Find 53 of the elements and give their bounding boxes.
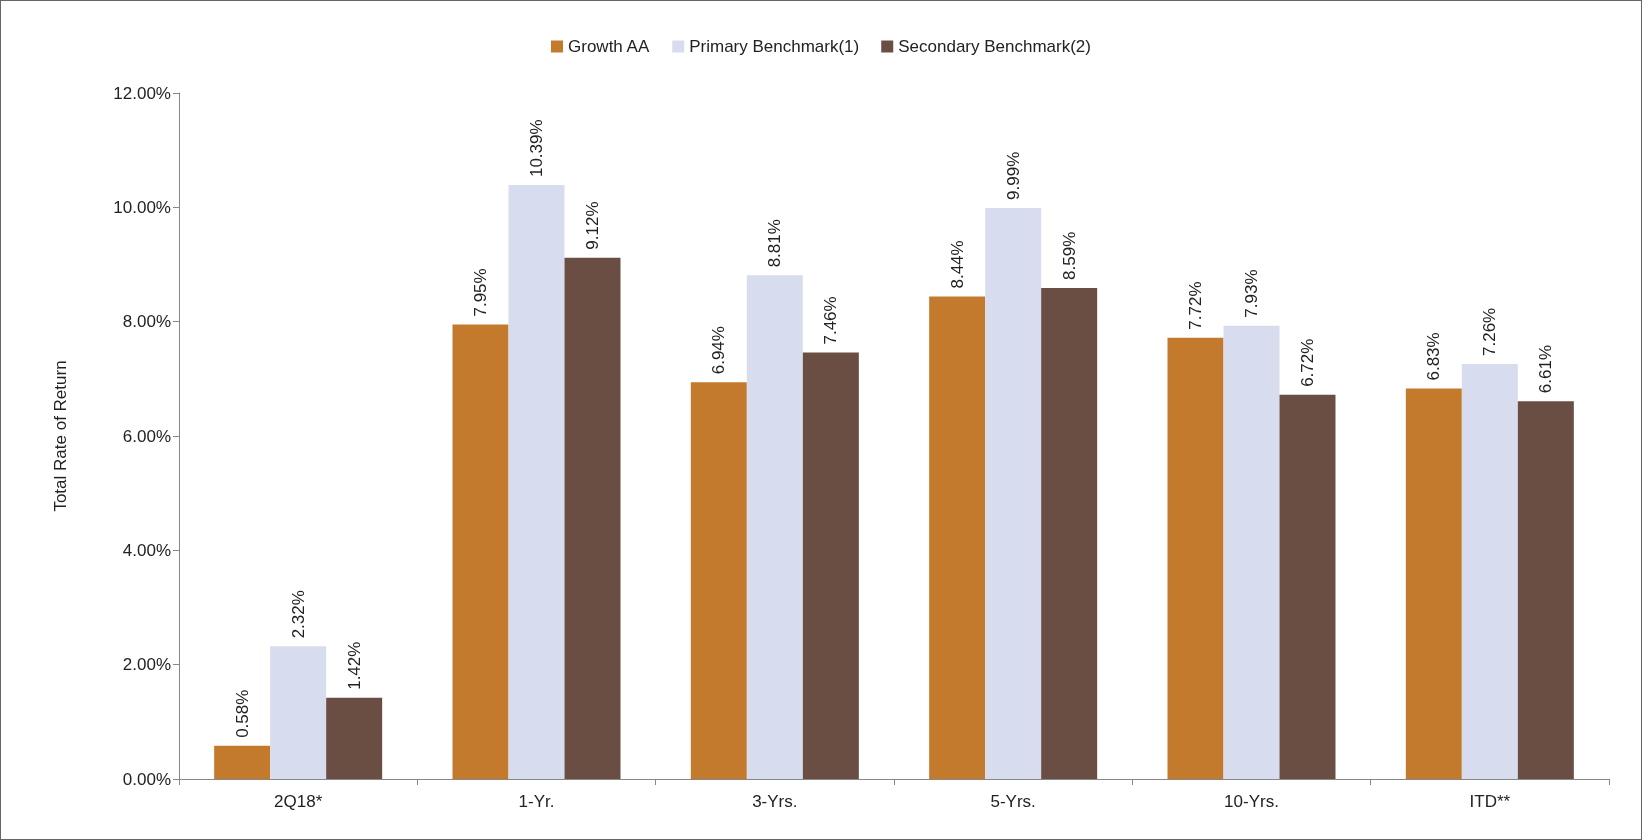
bar — [1461, 363, 1518, 779]
x-tick-label: 1-Yr. — [518, 792, 555, 811]
legend-label: Primary Benchmark(1) — [689, 37, 860, 56]
data-label: 7.95% — [471, 268, 490, 317]
legend-label: Secondary Benchmark(2) — [898, 37, 1091, 56]
data-label: 8.81% — [765, 219, 785, 268]
data-label: 9.99% — [1003, 151, 1023, 200]
data-label: 8.44% — [947, 240, 967, 289]
y-tick-label: 8.00% — [122, 312, 171, 332]
data-label: 7.93% — [1242, 269, 1261, 318]
bar — [985, 207, 1042, 779]
legend-label: Growth AA — [568, 37, 650, 56]
data-label: 1.42% — [344, 641, 364, 690]
x-tick-label: 2Q18* — [274, 792, 323, 811]
y-axis-title: Total Rate of Return — [51, 360, 70, 512]
bar — [508, 185, 565, 779]
bar — [746, 275, 803, 779]
y-tick-label: 6.00% — [122, 426, 171, 446]
data-label: 10.39% — [527, 119, 546, 178]
data-label: 6.61% — [1536, 344, 1556, 394]
bar — [1041, 287, 1098, 779]
data-label: 6.94% — [709, 326, 729, 375]
x-tick-label: ITD** — [1469, 792, 1511, 811]
x-tick-label: 10-Yrs. — [1224, 792, 1279, 811]
data-label: 7.46% — [821, 296, 841, 345]
bar — [1279, 394, 1336, 779]
data-label: 0.58% — [232, 689, 252, 738]
bar — [1167, 337, 1224, 779]
data-label: 6.72% — [1298, 338, 1317, 387]
data-label: 8.59% — [1059, 231, 1079, 280]
bar — [452, 324, 509, 779]
bar — [270, 646, 327, 779]
y-tick-label: 4.00% — [122, 540, 171, 560]
bar — [1405, 388, 1462, 779]
bar — [690, 382, 747, 779]
y-tick-label: 2.00% — [122, 655, 171, 675]
bar — [802, 352, 859, 779]
bar — [929, 296, 986, 779]
data-label: 7.26% — [1480, 307, 1500, 356]
bar — [1517, 401, 1574, 779]
y-tick-label: 0.00% — [122, 769, 171, 789]
y-tick-label: 12.00% — [113, 83, 171, 103]
data-label: 9.12% — [583, 201, 602, 250]
y-tick-label: 10.00% — [113, 197, 171, 217]
x-tick-label: 5-Yrs. — [990, 792, 1036, 811]
bar — [564, 257, 621, 779]
bar — [326, 697, 383, 779]
bar — [1223, 325, 1280, 779]
data-label: 2.32% — [288, 590, 308, 639]
x-tick-label: 3-Yrs. — [752, 792, 798, 811]
data-label: 6.83% — [1424, 332, 1444, 381]
data-label: 7.72% — [1186, 281, 1205, 330]
bar — [214, 745, 271, 779]
